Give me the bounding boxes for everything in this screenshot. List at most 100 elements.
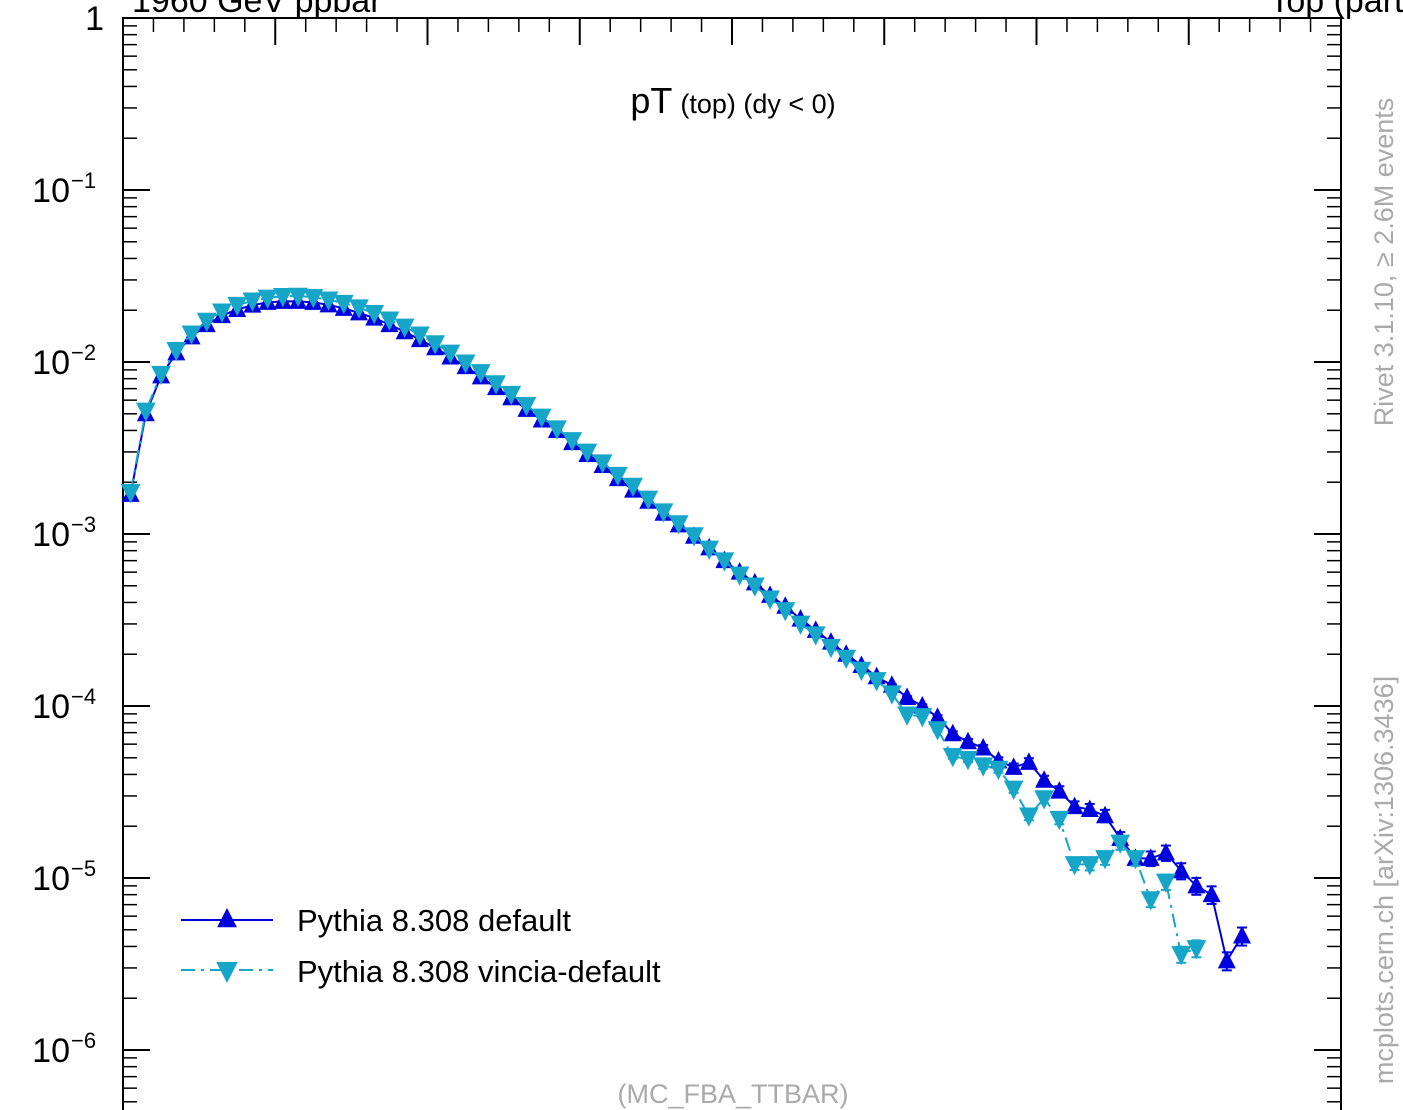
data-point	[638, 490, 659, 510]
data-point	[1079, 856, 1100, 876]
mcplots-label: mcplots.cern.ch [arXiv:1306.3436]	[1369, 676, 1399, 1084]
data-point	[1141, 848, 1160, 866]
data-point	[1018, 807, 1039, 827]
data-point	[775, 602, 796, 622]
data-point	[699, 540, 720, 560]
data-point	[684, 527, 704, 547]
data-point	[942, 748, 963, 768]
data-point	[303, 288, 324, 309]
y-tick-label: 1	[85, 0, 104, 38]
data-point	[409, 326, 430, 346]
y-tick-exponent: −6	[71, 1028, 96, 1053]
data-point	[836, 649, 857, 670]
data-point	[973, 757, 994, 777]
y-tick-labels: 110−110−210−310−410−510−6	[32, 0, 104, 1070]
data-point	[805, 626, 826, 646]
data-point	[516, 397, 537, 417]
y-tick-label: 10	[32, 172, 70, 210]
data-point	[958, 751, 978, 771]
legend-triangle	[217, 908, 237, 928]
data-point	[1172, 860, 1191, 879]
legend-label-vincia: Pythia 8.308 vincia-default	[297, 954, 661, 989]
data-point	[1065, 796, 1084, 815]
data-point	[364, 305, 385, 325]
data-point	[1186, 940, 1207, 960]
data-point	[486, 375, 506, 395]
data-point	[1110, 834, 1131, 854]
data-point	[714, 552, 735, 572]
data-point	[1050, 781, 1069, 799]
data-point	[668, 515, 689, 535]
data-point	[1004, 757, 1023, 775]
data-point	[821, 638, 841, 659]
data-point	[866, 672, 887, 692]
y-tick-exponent: −4	[71, 684, 96, 709]
data-point	[1125, 850, 1146, 870]
data-point	[562, 432, 583, 452]
data-point	[1217, 950, 1236, 969]
legend-triangle	[216, 962, 238, 983]
y-tick-exponent: −5	[71, 856, 96, 881]
legend-marker-default	[181, 908, 273, 928]
data-point	[1233, 926, 1252, 944]
header-right: Top (parton level)	[1269, 0, 1403, 20]
data-point	[623, 477, 643, 498]
y-tick-label: 10	[32, 516, 70, 554]
data-point	[135, 402, 156, 422]
y-tick-exponent: −3	[71, 512, 96, 537]
data-point	[851, 661, 872, 681]
chart-title-main: pT	[630, 80, 672, 121]
data-point	[1156, 873, 1176, 893]
data-point	[379, 311, 400, 331]
data-point	[1187, 875, 1206, 894]
data-point	[1019, 752, 1038, 770]
y-tick-label: 10	[32, 344, 70, 382]
chart-title-suffix: (top) (dy < 0)	[680, 89, 835, 119]
data-point	[1140, 891, 1161, 911]
data-point	[196, 312, 217, 333]
data-point	[1096, 805, 1115, 824]
footer-label: (MC_FBA_TTBAR)	[617, 1079, 848, 1109]
data-point	[181, 325, 202, 345]
data-point	[455, 354, 476, 374]
series-line	[129, 294, 1197, 956]
series-layer	[120, 287, 1252, 972]
data-point	[592, 454, 613, 474]
data-point	[151, 365, 171, 386]
data-point	[166, 342, 187, 362]
data-point	[288, 287, 308, 307]
data-point	[1049, 810, 1070, 831]
series-0	[121, 291, 1252, 972]
data-point	[898, 687, 917, 706]
data-point	[227, 296, 248, 317]
data-point	[257, 289, 278, 309]
series-1	[120, 287, 1207, 966]
data-point	[120, 483, 141, 504]
legend: Pythia 8.308 default Pythia 8.308 vincia…	[181, 903, 661, 989]
data-point	[577, 443, 598, 463]
data-point	[607, 466, 628, 487]
data-point	[425, 335, 446, 355]
axis-ticks	[122, 17, 1342, 1103]
chart-title: pT (top) (dy < 0)	[630, 80, 835, 121]
data-point	[212, 303, 232, 323]
legend-label-default: Pythia 8.308 default	[297, 903, 571, 938]
data-point	[547, 420, 567, 440]
plot-border	[122, 17, 1342, 1110]
data-point	[729, 566, 750, 586]
data-point	[1202, 884, 1221, 903]
data-point	[272, 288, 293, 308]
y-tick-label: 10	[32, 1032, 70, 1070]
data-point	[318, 291, 339, 311]
y-tick-label: 10	[32, 860, 70, 898]
data-point	[988, 760, 1009, 781]
data-point	[531, 408, 552, 428]
data-point	[1003, 780, 1024, 800]
data-point	[912, 708, 933, 728]
data-point	[790, 615, 811, 635]
data-point	[928, 707, 947, 725]
legend-marker-vincia	[181, 962, 273, 983]
data-point	[958, 731, 977, 750]
data-point	[470, 364, 491, 384]
data-point	[653, 503, 674, 523]
